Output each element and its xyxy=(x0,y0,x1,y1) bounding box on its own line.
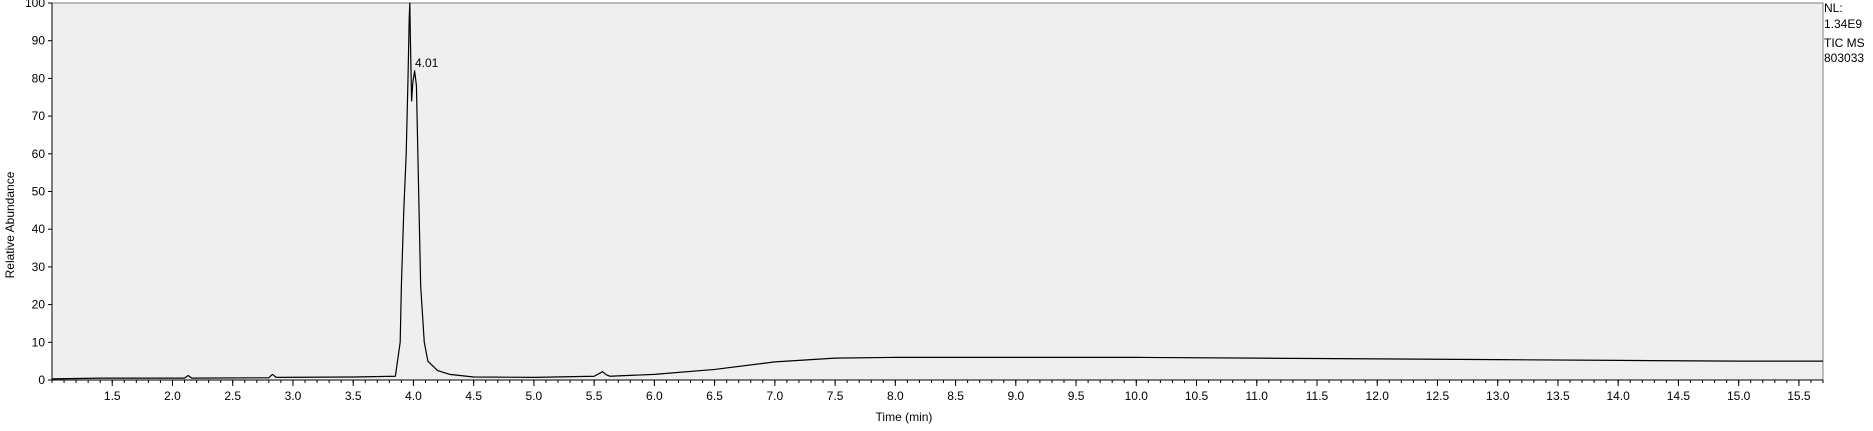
plot-background xyxy=(51,2,1824,381)
x-tick-label: 12.5 xyxy=(1426,389,1450,403)
peak-label: 4.01 xyxy=(415,56,439,70)
x-tick-label: 8.0 xyxy=(887,389,904,403)
x-tick-label: 6.5 xyxy=(706,389,723,403)
x-tick-label: 8.5 xyxy=(947,389,964,403)
side-annotation: NL: 1.34E9 TIC MS 803033 xyxy=(1824,1,1865,65)
x-tick-label: 12.0 xyxy=(1366,389,1390,403)
x-tick-label: 3.5 xyxy=(345,389,362,403)
x-tick-label: 2.0 xyxy=(164,389,181,403)
x-tick-label: 10.0 xyxy=(1125,389,1149,403)
x-tick-label: 7.5 xyxy=(827,389,844,403)
x-tick-label: 15.5 xyxy=(1787,389,1811,403)
y-axis: 0 10 20 30 40 50 60 70 80 90 100 xyxy=(25,0,52,387)
x-tick-label: 1.5 xyxy=(104,389,121,403)
x-tick-label: 15.0 xyxy=(1727,389,1751,403)
x-tick-label: 6.0 xyxy=(646,389,663,403)
side-annotation-line: TIC MS xyxy=(1824,36,1865,50)
x-axis-label: Time (min) xyxy=(876,410,933,424)
side-annotation-line: NL: xyxy=(1824,1,1843,15)
y-tick-label: 80 xyxy=(32,71,46,85)
y-tick-label: 30 xyxy=(32,260,46,274)
x-tick-label: 11.5 xyxy=(1306,389,1329,403)
x-tick-label: 9.5 xyxy=(1068,389,1085,403)
side-annotation-line: 803033 xyxy=(1824,51,1864,65)
x-tick-label: 5.0 xyxy=(526,389,543,403)
y-tick-label: 20 xyxy=(32,298,46,312)
y-tick-label: 40 xyxy=(32,222,46,236)
x-tick-label: 5.5 xyxy=(586,389,603,403)
x-axis: 1.5 2.0 2.5 3.0 3.5 4.0 4.5 5.0 5.5 6.0 6.5 7.0 7.5 8… xyxy=(51,380,1824,403)
x-tick-label: 14.5 xyxy=(1667,389,1691,403)
x-tick-label: 4.5 xyxy=(465,389,482,403)
plot-area xyxy=(51,2,1824,381)
x-tick-label: 13.5 xyxy=(1546,389,1570,403)
y-tick-label: 100 xyxy=(25,0,45,10)
x-tick-label: 11.0 xyxy=(1246,389,1269,403)
peak-label: 3.97 xyxy=(398,0,422,2)
y-tick-label: 50 xyxy=(32,185,46,199)
x-tick-label: 7.0 xyxy=(767,389,784,403)
chromatogram-trace xyxy=(51,2,1823,380)
y-tick-label: 10 xyxy=(32,335,46,349)
side-annotation-line: 1.34E9 xyxy=(1824,17,1862,31)
y-tick-label: 70 xyxy=(32,109,46,123)
x-tick-label: 14.0 xyxy=(1607,389,1631,403)
y-tick-label: 90 xyxy=(32,34,46,48)
x-tick-label: 3.0 xyxy=(285,389,302,403)
x-tick-label: 10.5 xyxy=(1185,389,1209,403)
y-tick-label: 60 xyxy=(32,147,46,161)
y-axis-label: Relative Abundance xyxy=(3,171,17,278)
x-tick-label: 9.0 xyxy=(1007,389,1024,403)
peak-labels: 3.97 4.01 xyxy=(398,0,439,70)
x-tick-label: 4.0 xyxy=(405,389,422,403)
x-tick-label: 13.0 xyxy=(1486,389,1510,403)
series-layer xyxy=(51,2,1823,380)
x-tick-label: 2.5 xyxy=(224,389,241,403)
y-tick-label: 0 xyxy=(38,373,45,387)
